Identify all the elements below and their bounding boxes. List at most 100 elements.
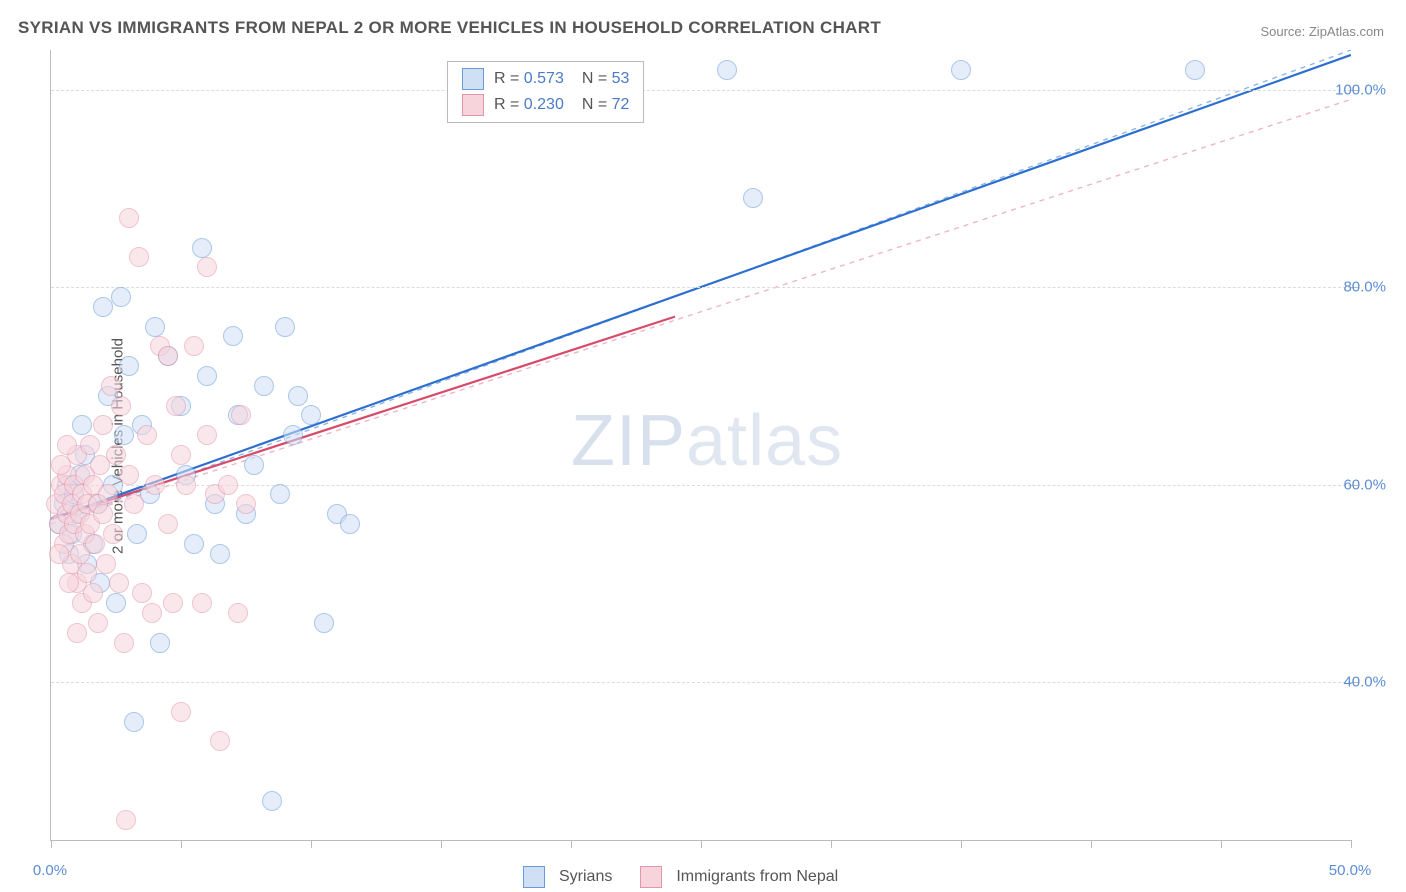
chart-title: SYRIAN VS IMMIGRANTS FROM NEPAL 2 OR MOR… (18, 18, 881, 38)
data-point (93, 415, 113, 435)
data-point (228, 603, 248, 623)
x-tick (311, 840, 312, 848)
data-point (124, 494, 144, 514)
data-point (197, 366, 217, 386)
x-tick (1091, 840, 1092, 848)
data-point (101, 376, 121, 396)
legend-row: R = 0.230 N = 72 (448, 92, 643, 118)
watermark: ZIPatlas (571, 400, 843, 482)
legend-swatch (462, 94, 484, 116)
data-point (96, 554, 116, 574)
data-point (743, 188, 763, 208)
x-tick (441, 840, 442, 848)
data-point (192, 238, 212, 258)
legend-label: Immigrants from Nepal (676, 868, 838, 886)
x-tick (701, 840, 702, 848)
data-point (184, 534, 204, 554)
data-point (119, 356, 139, 376)
data-point (119, 465, 139, 485)
data-point (109, 573, 129, 593)
x-tick (961, 840, 962, 848)
data-point (314, 613, 334, 633)
data-point (288, 386, 308, 406)
data-point (254, 376, 274, 396)
data-point (218, 475, 238, 495)
legend-swatch (462, 68, 484, 90)
legend-n: N = 72 (582, 96, 630, 114)
data-point (166, 396, 186, 416)
data-point (340, 514, 360, 534)
data-point (158, 514, 178, 534)
data-point (717, 60, 737, 80)
legend-correlation: R = 0.573 N = 53 R = 0.230 N = 72 (447, 61, 644, 123)
data-point (150, 633, 170, 653)
x-tick (1221, 840, 1222, 848)
legend-swatch (523, 866, 545, 888)
x-tick (1351, 840, 1352, 848)
data-point (176, 475, 196, 495)
data-point (197, 425, 217, 445)
data-point (158, 346, 178, 366)
y-tick-label: 100.0% (1335, 81, 1386, 98)
legend-swatch (640, 866, 662, 888)
trend-lines (51, 50, 1351, 840)
data-point (106, 445, 126, 465)
data-point (1185, 60, 1205, 80)
data-point (210, 544, 230, 564)
data-point (124, 712, 144, 732)
data-point (49, 544, 69, 564)
data-point (80, 435, 100, 455)
data-point (142, 603, 162, 623)
data-point (283, 425, 303, 445)
data-point (244, 455, 264, 475)
gridline (51, 485, 1351, 486)
data-point (145, 475, 165, 495)
data-point (210, 731, 230, 751)
y-tick-label: 80.0% (1343, 279, 1386, 296)
data-point (184, 336, 204, 356)
data-point (270, 484, 290, 504)
legend-r: R = 0.230 (494, 96, 564, 114)
data-point (77, 563, 97, 583)
legend-series: Syrians Immigrants from Nepal (523, 866, 852, 888)
legend-row: R = 0.573 N = 53 (448, 66, 643, 92)
data-point (83, 583, 103, 603)
data-point (116, 810, 136, 830)
data-point (67, 623, 87, 643)
x-tick (571, 840, 572, 848)
data-point (192, 593, 212, 613)
data-point (262, 791, 282, 811)
data-point (236, 494, 256, 514)
x-tick-label: 0.0% (33, 862, 67, 879)
y-tick-label: 60.0% (1343, 476, 1386, 493)
data-point (223, 326, 243, 346)
data-point (57, 435, 77, 455)
data-point (111, 287, 131, 307)
plot-area: ZIPatlas (50, 50, 1351, 841)
data-point (72, 415, 92, 435)
data-point (301, 405, 321, 425)
legend-r: R = 0.573 (494, 70, 564, 88)
data-point (197, 257, 217, 277)
data-point (145, 317, 165, 337)
x-tick (831, 840, 832, 848)
x-tick (51, 840, 52, 848)
data-point (51, 455, 71, 475)
legend-label: Syrians (559, 868, 612, 886)
x-tick (181, 840, 182, 848)
data-point (119, 208, 139, 228)
source-label: Source: ZipAtlas.com (1260, 24, 1384, 39)
data-point (132, 583, 152, 603)
data-point (127, 524, 147, 544)
legend-n: N = 53 (582, 70, 630, 88)
data-point (111, 396, 131, 416)
data-point (129, 247, 149, 267)
data-point (171, 702, 191, 722)
data-point (93, 504, 113, 524)
gridline (51, 90, 1351, 91)
data-point (137, 425, 157, 445)
x-tick-label: 50.0% (1329, 862, 1372, 879)
data-point (231, 405, 251, 425)
data-point (171, 445, 191, 465)
data-point (88, 613, 108, 633)
